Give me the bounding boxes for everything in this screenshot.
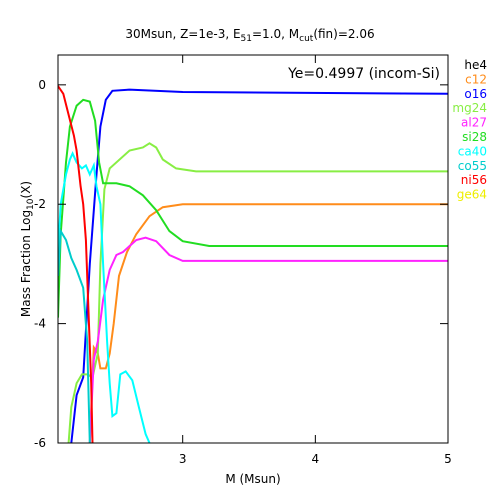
y-tick-label: 0 — [38, 78, 46, 92]
legend-item-ge64: ge64 — [457, 188, 487, 202]
series-line-si28 — [58, 98, 448, 318]
series-line-c12 — [88, 203, 448, 443]
x-axis-label: M (Msun) — [225, 472, 280, 486]
series-line-o16 — [70, 88, 448, 443]
x-tick-label: 3 — [179, 452, 187, 466]
x-tick-label: 4 — [312, 452, 320, 466]
y-axis-label: Mass Fraction Log10(X) — [19, 181, 36, 317]
series-line-al27 — [88, 236, 448, 443]
series-line-ni56 — [58, 85, 94, 443]
plot-frame — [57, 54, 449, 444]
annotation: Ye=0.4997 (incom-Si) — [287, 66, 440, 82]
legend-item-ca40: ca40 — [458, 144, 487, 158]
chart-title: 30Msun, Z=1e-3, E51=1.0, Mcut(fin)=2.06 — [125, 27, 374, 44]
series-line-mg24 — [67, 142, 448, 443]
legend-item-co55: co55 — [458, 159, 487, 173]
legend-item-ni56: ni56 — [461, 173, 487, 187]
legend-item-mg24: mg24 — [452, 101, 487, 115]
y-tick-label: -6 — [34, 436, 46, 450]
legend-item-o16: o16 — [464, 87, 487, 101]
x-tick-label: 5 — [444, 452, 452, 466]
legend-item-si28: si28 — [462, 130, 487, 144]
y-tick-label: -2 — [34, 197, 46, 211]
series-line-ca40 — [58, 151, 151, 443]
legend-item-he4: he4 — [464, 58, 487, 72]
legend-item-al27: al27 — [461, 116, 487, 130]
legend-item-c12: c12 — [465, 72, 487, 86]
series-line-co55 — [58, 227, 91, 443]
y-tick-label: -4 — [34, 317, 46, 331]
